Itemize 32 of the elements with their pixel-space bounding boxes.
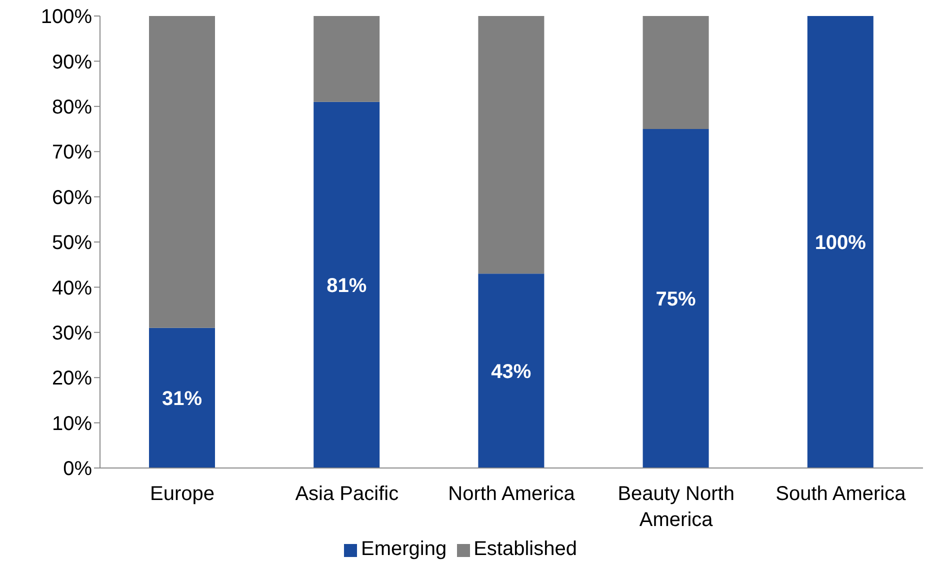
y-tick-label: 30%: [52, 322, 92, 344]
x-tick-label: Europe: [150, 483, 215, 505]
legend-label: Emerging: [360, 538, 447, 560]
bar: [807, 16, 874, 468]
bar: [149, 16, 215, 328]
y-tick-label: 10%: [52, 412, 92, 435]
y-tick-label: 50%: [52, 232, 92, 254]
data-label: 75%: [656, 288, 696, 310]
bar: [478, 274, 544, 468]
y-tick-label: 90%: [52, 51, 92, 74]
data-label: 100%: [814, 232, 866, 254]
x-tick-label: Asia Pacific: [295, 483, 399, 505]
data-label: 81%: [326, 274, 367, 297]
x-tick-label: South America: [776, 483, 907, 505]
y-tick-label: 100%: [40, 6, 92, 28]
y-tick-label: 40%: [52, 277, 92, 300]
y-tick-label: 20%: [52, 368, 92, 390]
legend-label: Established: [474, 538, 577, 560]
x-tick-label: North America: [448, 483, 576, 505]
y-tick-label: 80%: [52, 96, 92, 118]
bar: [642, 16, 709, 129]
y-tick-label: 60%: [52, 186, 92, 209]
y-tick-label: 0%: [63, 458, 92, 480]
bar: [642, 129, 709, 468]
bar: [149, 328, 215, 468]
x-tick-label: Beauty North America: [618, 483, 734, 531]
bar: [314, 16, 380, 102]
y-tick-label: 70%: [52, 142, 92, 164]
bar: [478, 16, 544, 274]
bar: [314, 102, 380, 468]
data-label: 31%: [162, 388, 202, 410]
data-label: 43%: [491, 360, 532, 383]
